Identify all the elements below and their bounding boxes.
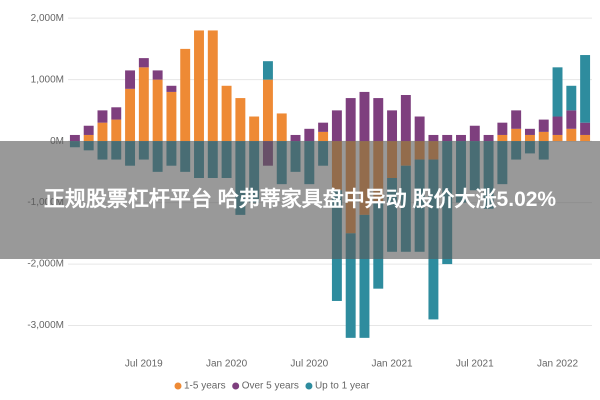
y-tick-label: 1,000M: [31, 74, 64, 85]
bar-segment: [414, 116, 425, 142]
bar-segment: [138, 58, 149, 68]
bar-segment: [538, 119, 549, 132]
bar-segment: [166, 85, 177, 92]
bar-segment: [207, 30, 218, 142]
bar-segment: [318, 131, 329, 142]
bar-segment: [359, 214, 370, 338]
bar-segment: [111, 119, 122, 142]
bar-segment: [83, 125, 94, 135]
bar-segment: [345, 233, 356, 338]
bar-segment: [290, 134, 301, 142]
legend-marker: [232, 382, 240, 390]
bar-segment: [442, 134, 453, 142]
bar-segment: [97, 110, 108, 123]
bar-segment: [83, 134, 94, 142]
bar-segment: [511, 128, 522, 142]
bar-segment: [552, 116, 563, 135]
headline: 正规股票杠杆平台 哈弗蒂家具盘中异动 股价大涨5.02%: [43, 188, 557, 211]
bar-segment: [566, 110, 577, 129]
bar-segment: [221, 85, 232, 142]
bar-segment: [580, 134, 591, 142]
x-tick-label: Jan 2022: [537, 359, 579, 370]
bar-segment: [262, 79, 273, 142]
bar-segment: [180, 48, 191, 142]
y-tick-label: 2,000M: [31, 13, 64, 24]
bar-segment: [304, 128, 315, 142]
bar-segment: [69, 134, 80, 142]
legend-label: 1-5 years: [184, 381, 226, 392]
bar-segment: [580, 55, 591, 123]
bar-segment: [483, 134, 494, 142]
legend-label: Up to 1 year: [315, 381, 370, 392]
bar-segment: [166, 91, 177, 142]
legend-label: Over 5 years: [242, 381, 299, 392]
bar-segment: [373, 98, 384, 142]
legend-marker: [174, 382, 182, 390]
bar-segment: [566, 128, 577, 142]
bar-segment: [538, 131, 549, 142]
bar-segment: [331, 110, 342, 142]
bar-segment: [428, 134, 439, 142]
x-tick-label: Jul 2021: [456, 359, 494, 370]
bar-segment: [387, 110, 398, 142]
bar-segment: [552, 134, 563, 142]
bar-segment: [97, 122, 108, 142]
legend-marker: [305, 382, 313, 390]
bar-segment: [359, 91, 370, 142]
bar-segment: [125, 70, 136, 89]
x-tick-label: Jan 2020: [206, 359, 248, 370]
bar-segment: [524, 134, 535, 142]
bar-segment: [400, 95, 411, 142]
bar-segment: [138, 67, 149, 142]
x-tick-label: Jul 2020: [290, 359, 328, 370]
bar-segment: [524, 128, 535, 135]
bar-segment: [469, 125, 480, 142]
bar-segment: [152, 79, 163, 142]
y-tick-label: -2,000M: [27, 259, 64, 270]
y-tick-label: -3,000M: [27, 320, 64, 331]
bar-segment: [497, 134, 508, 142]
bar-segment: [511, 110, 522, 129]
bar-segment: [235, 98, 246, 142]
bar-segment: [111, 107, 122, 120]
bar-segment: [345, 98, 356, 142]
bar-segment: [566, 85, 577, 111]
bar-segment: [497, 122, 508, 135]
bar-segment: [125, 88, 136, 142]
bar-segment: [262, 61, 273, 80]
bar-segment: [580, 122, 591, 135]
bar-segment: [276, 113, 287, 142]
x-tick-label: Jul 2019: [125, 359, 163, 370]
bar-segment: [318, 122, 329, 132]
bar-segment: [249, 116, 260, 142]
banner: 正规股票杠杆平台 哈弗蒂家具盘中异动 股价大涨5.02%: [0, 141, 600, 259]
bar-segment: [152, 70, 163, 80]
x-tick-label: Jan 2021: [371, 359, 413, 370]
bar-segment: [456, 134, 466, 142]
bar-segment: [194, 30, 204, 142]
bar-segment: [552, 67, 563, 117]
